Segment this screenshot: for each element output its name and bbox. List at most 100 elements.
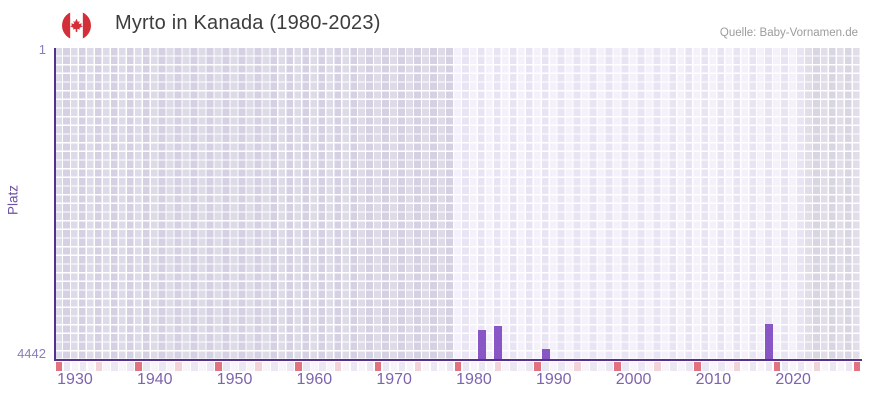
ruler-cell-1964 bbox=[342, 362, 350, 371]
ruler-cell-2007 bbox=[686, 362, 693, 371]
ruler-cell-1963 bbox=[334, 362, 342, 371]
chart-title: Myrto in Kanada (1980-2023) bbox=[115, 12, 381, 34]
ruler-cell-1931 bbox=[79, 362, 87, 371]
ruler-cell-1974 bbox=[422, 362, 430, 371]
ruler-cell-2006 bbox=[678, 362, 685, 371]
ruler-cell-2026 bbox=[837, 362, 845, 371]
ruler-cell-1976 bbox=[438, 362, 446, 371]
ruler-cell-1933 bbox=[95, 362, 103, 371]
x-axis-line bbox=[55, 359, 862, 361]
y-axis-line bbox=[54, 48, 56, 361]
x-tick-label-1960: 1960 bbox=[296, 371, 333, 388]
canada-flag-icon bbox=[62, 11, 91, 40]
ruler-cell-1961 bbox=[318, 362, 326, 371]
ruler-cell-1986 bbox=[518, 362, 526, 371]
ruler-cell-1998 bbox=[614, 362, 621, 371]
ruler-cell-2000 bbox=[630, 362, 637, 371]
region-post-window bbox=[805, 48, 861, 360]
ruler-cell-1942 bbox=[167, 362, 174, 371]
bar-1981[interactable] bbox=[477, 330, 486, 360]
y-axis-min-label: 4442 bbox=[17, 346, 46, 361]
ruler-cell-1973 bbox=[414, 362, 422, 371]
ruler-cell-1993 bbox=[574, 362, 581, 371]
ruler-cell-2024 bbox=[821, 362, 829, 371]
ruler-cell-2025 bbox=[829, 362, 837, 371]
ruler-cell-1984 bbox=[502, 362, 510, 371]
ruler-cell-1991 bbox=[558, 362, 565, 371]
ruler-cell-2015 bbox=[749, 362, 757, 371]
ruler-cell-1935 bbox=[111, 362, 119, 371]
ruler-cell-1948 bbox=[215, 362, 222, 371]
ruler-cell-1982 bbox=[486, 362, 494, 371]
ruler-cell-1979 bbox=[462, 362, 470, 371]
region-pre-window bbox=[55, 48, 454, 360]
x-tick-label-1970: 1970 bbox=[376, 371, 412, 388]
y-axis-title: Platz bbox=[5, 184, 21, 216]
ruler-cell-1940 bbox=[151, 362, 158, 371]
ruler-cell-1975 bbox=[430, 362, 438, 371]
ruler-cell-1969 bbox=[382, 362, 390, 371]
ruler-cell-1928 bbox=[55, 362, 63, 371]
ruler-cell-1951 bbox=[239, 362, 246, 371]
ruler-cell-1999 bbox=[622, 362, 629, 371]
ruler-cell-1957 bbox=[287, 362, 294, 371]
ruler-cell-2013 bbox=[733, 362, 741, 371]
bar-2017[interactable] bbox=[765, 323, 774, 360]
ruler-cell-1989 bbox=[542, 362, 549, 371]
ruler-cell-2021 bbox=[797, 362, 805, 371]
ruler-cell-2002 bbox=[646, 362, 653, 371]
region-data-window bbox=[454, 48, 806, 360]
maple-leaf-icon bbox=[70, 18, 83, 32]
ruler-cell-2011 bbox=[717, 362, 725, 371]
flag-left-band bbox=[62, 11, 71, 40]
ruler-cell-1955 bbox=[271, 362, 278, 371]
x-tick-label-1940: 1940 bbox=[136, 371, 173, 388]
ruler-cell-1981 bbox=[478, 362, 486, 371]
x-tick-label-2020: 2020 bbox=[775, 371, 811, 388]
source-credit: Quelle: Baby-Vornamen.de bbox=[719, 27, 858, 39]
ruler-cell-1938 bbox=[135, 362, 142, 371]
bar-1989[interactable] bbox=[541, 349, 550, 360]
ruler-cell-1959 bbox=[302, 362, 310, 371]
ruler-cell-1997 bbox=[606, 362, 613, 371]
ruler-cell-1971 bbox=[398, 362, 406, 371]
ruler-cell-2005 bbox=[670, 362, 677, 371]
ruler-cell-1988 bbox=[534, 362, 541, 371]
ruler-cell-1994 bbox=[582, 362, 589, 371]
ruler-cell-2027 bbox=[845, 362, 853, 371]
ruler-cell-1967 bbox=[366, 362, 374, 371]
x-tick-label-1980: 1980 bbox=[456, 371, 492, 388]
ruler-cell-2017 bbox=[765, 362, 773, 371]
ruler-cell-1943 bbox=[175, 362, 182, 371]
ruler-cell-1952 bbox=[247, 362, 254, 371]
ruler-cell-1960 bbox=[310, 362, 318, 371]
ruler-cell-1980 bbox=[470, 362, 478, 371]
ruler-cell-2014 bbox=[741, 362, 749, 371]
x-tick-label-1990: 1990 bbox=[535, 371, 572, 388]
ruler-cell-2018 bbox=[773, 362, 781, 371]
ruler-cell-2010 bbox=[709, 362, 717, 371]
ruler-cell-1932 bbox=[87, 362, 95, 371]
ruler-cell-1962 bbox=[326, 362, 334, 371]
ruler-cell-1937 bbox=[127, 362, 134, 371]
ruler-cell-1949 bbox=[223, 362, 230, 371]
bar-1983[interactable] bbox=[493, 325, 502, 360]
ruler-cell-2023 bbox=[813, 362, 821, 371]
x-tick-label-1950: 1950 bbox=[216, 371, 253, 388]
ruler-cell-1990 bbox=[550, 362, 557, 371]
ruler-cell-1978 bbox=[454, 362, 462, 371]
ruler-cell-1972 bbox=[406, 362, 414, 371]
y-axis-max-label: 1 bbox=[38, 42, 46, 57]
ruler-cell-1966 bbox=[358, 362, 366, 371]
ruler-cell-1930 bbox=[71, 362, 79, 371]
ruler-cell-2012 bbox=[725, 362, 733, 371]
flag-right-band bbox=[82, 11, 91, 40]
ruler-cell-1965 bbox=[350, 362, 358, 371]
ruler-cell-2008 bbox=[694, 362, 701, 371]
ruler-cell-1929 bbox=[63, 362, 71, 371]
ruler-cell-2016 bbox=[757, 362, 765, 371]
ruler-cell-1946 bbox=[199, 362, 206, 371]
ruler-cell-2003 bbox=[654, 362, 661, 371]
ruler-cell-1958 bbox=[295, 362, 302, 371]
ruler-cell-1947 bbox=[207, 362, 214, 371]
